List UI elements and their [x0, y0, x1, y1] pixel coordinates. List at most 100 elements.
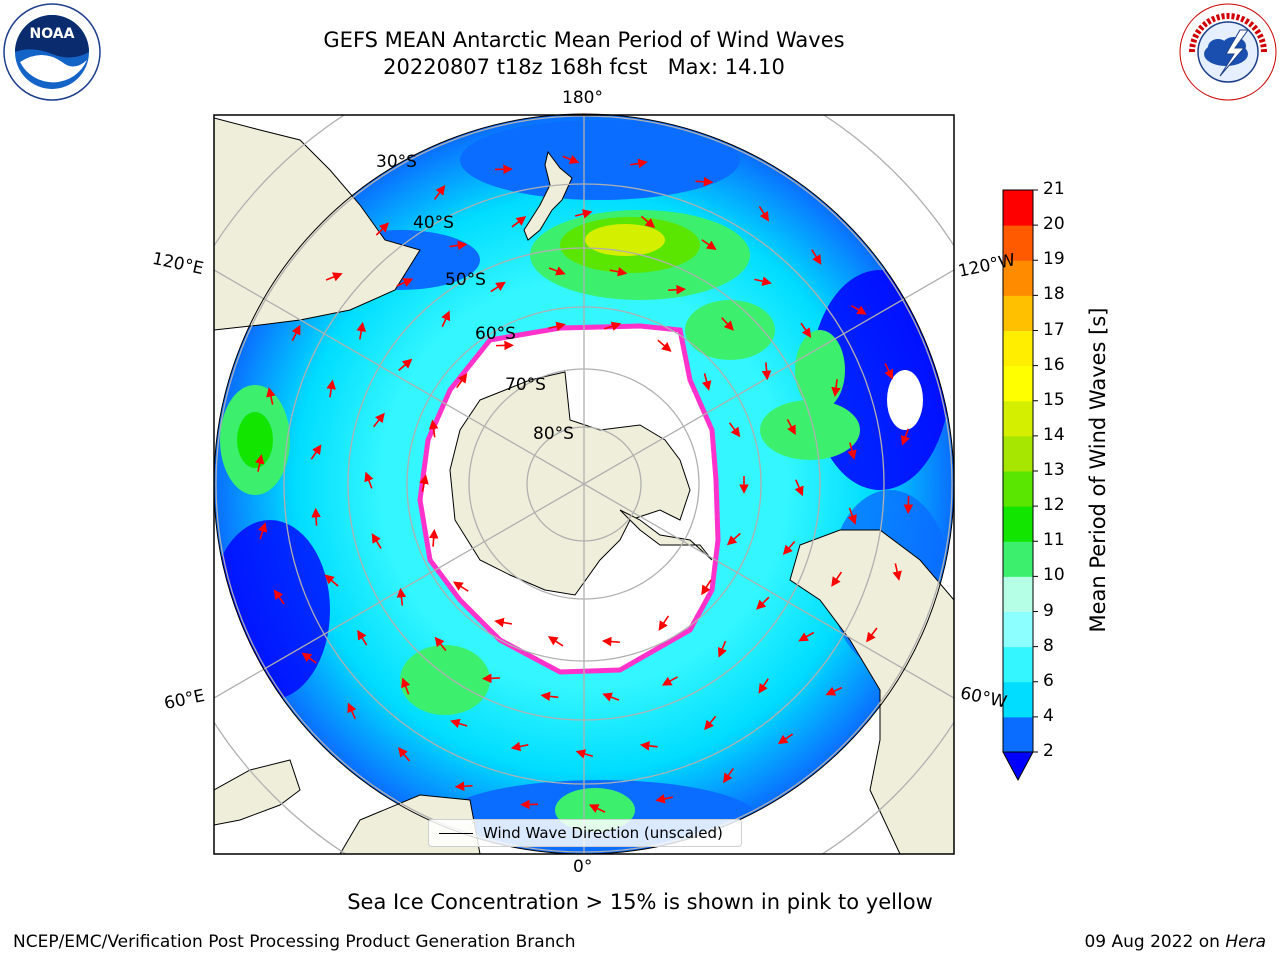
wind-wave-arrow	[324, 574, 339, 587]
wind-wave-arrow	[575, 749, 594, 759]
africa-land	[214, 759, 301, 826]
wind-wave-arrow	[701, 579, 712, 596]
wind-wave-arrow	[456, 373, 468, 389]
wind-wave-arrow	[291, 324, 301, 342]
wind-wave-arrow	[301, 652, 317, 664]
wind-wave-arrow	[258, 522, 268, 540]
wind-wave-arrow	[704, 715, 717, 731]
wind-wave-arrow	[602, 692, 620, 702]
wind-wave-arrow	[831, 571, 843, 587]
wind-wave-arrow	[433, 185, 446, 200]
wind-wave-arrow	[510, 741, 529, 752]
legend-label: Wind Wave Direction (unscaled)	[483, 824, 723, 842]
wind-wave-arrow	[548, 266, 566, 276]
wind-wave-arrow	[588, 804, 606, 813]
wind-wave-arrow	[721, 317, 734, 331]
wind-wave-arrow	[490, 281, 506, 293]
wind-wave-arrow	[428, 528, 439, 547]
colorbar-segment	[1003, 365, 1033, 402]
colorbar-segment	[1003, 190, 1033, 226]
footer-credit: NCEP/EMC/Verification Post Processing Pr…	[13, 932, 576, 952]
wind-wave-arrow	[449, 240, 468, 251]
wind-wave-arrow	[831, 379, 841, 398]
wind-wave-arrow	[601, 636, 620, 647]
colorbar-underflow	[1002, 751, 1034, 782]
wind-wave-arrow	[371, 533, 382, 549]
colorbar-segment	[1003, 330, 1033, 367]
colorbar-tick-label: 16	[1043, 354, 1065, 375]
colorbar-segment	[1003, 471, 1033, 507]
wind-wave-arrow	[668, 284, 687, 295]
lat-label-50s: 50°S	[445, 270, 486, 290]
wind-wave-arrow	[825, 686, 843, 696]
wind-wave-arrow	[884, 362, 894, 380]
wind-wave-arrow	[786, 418, 796, 436]
wind-wave-arrow	[450, 718, 468, 729]
wind-wave-arrow	[481, 673, 500, 684]
wind-wave-arrow	[326, 379, 336, 398]
wind-wave-arrow	[811, 249, 822, 265]
legend-line-icon	[439, 832, 473, 834]
wind-wave-arrow	[701, 239, 717, 251]
colorbar-tick-label: 18	[1043, 284, 1065, 305]
svg-text:NOAA: NOAA	[30, 26, 75, 42]
wind-wave-arrow	[850, 304, 867, 315]
colorbar-segment	[1003, 541, 1033, 577]
wind-wave-arrow	[657, 339, 672, 352]
colorbar-segment	[1003, 400, 1033, 437]
wind-wave-arrow	[356, 321, 366, 340]
colorbar-tick-label: 9	[1043, 600, 1054, 621]
colorbar-title: Mean Period of Wind Waves [s]	[1086, 307, 1110, 633]
wind-wave-arrow	[419, 474, 429, 493]
colorbar-tick-label: 4	[1043, 705, 1054, 726]
wind-wave-arrow	[758, 678, 769, 694]
colorbar-segment	[1003, 506, 1033, 542]
wind-wave-arrow	[777, 733, 794, 745]
wind-wave-arrow	[728, 422, 741, 438]
wind-wave-arrow	[629, 158, 648, 169]
colorbar-tick-label: 21	[1043, 179, 1065, 199]
wind-wave-arrow	[722, 768, 734, 784]
lat-label-40s: 40°S	[413, 213, 454, 233]
wind-wave-arrow	[892, 563, 902, 581]
colorbar-segment	[1003, 611, 1033, 648]
map-caption: Sea Ice Concentration > 15% is shown in …	[347, 890, 933, 914]
wind-wave-arrow	[754, 276, 772, 286]
colorbar	[1002, 189, 1038, 782]
wind-wave-arrow	[547, 636, 564, 647]
colorbar-tick-label: 20	[1043, 214, 1065, 235]
wind-wave-arrow	[562, 154, 580, 164]
colorbar-segment	[1003, 435, 1033, 472]
colorbar-tick-label: 10	[1043, 565, 1065, 586]
wind-wave-arrow	[398, 747, 411, 762]
wind-wave-arrow	[726, 532, 741, 546]
wind-wave-arrow	[609, 267, 628, 277]
wind-wave-arrow	[254, 454, 265, 472]
wind-wave-arrow	[273, 589, 285, 605]
wind-wave-arrow	[847, 442, 857, 460]
colorbar-tick-label: 6	[1043, 670, 1054, 691]
lat-label-80s: 80°S	[533, 424, 574, 444]
wind-wave-arrow	[661, 676, 678, 686]
nws-logo-icon	[1179, 3, 1277, 101]
colorbar-segment	[1003, 681, 1033, 718]
wind-wave-arrow	[761, 362, 772, 381]
colorbar-segment	[1003, 225, 1033, 261]
wind-wave-arrow	[311, 507, 321, 526]
wind-wave-arrow	[454, 781, 473, 792]
wind-wave-arrow	[866, 627, 878, 643]
wind-wave-arrow	[655, 794, 674, 804]
antarctica-land	[449, 371, 691, 596]
colorbar-tick-label: 8	[1043, 635, 1054, 656]
wind-wave-arrow	[428, 419, 439, 438]
wind-wave-arrow	[800, 322, 812, 338]
wind-wave-arrow	[441, 310, 451, 328]
wind-wave-arrow	[396, 278, 414, 287]
colorbar-tick-label: 14	[1043, 424, 1065, 445]
wind-wave-arrow	[401, 677, 411, 695]
wind-wave-arrow	[266, 387, 276, 405]
wind-wave-arrow	[782, 540, 796, 555]
wind-wave-arrow	[375, 222, 390, 236]
wind-wave-arrow	[900, 428, 910, 446]
lat-label-60s: 60°S	[475, 324, 516, 344]
